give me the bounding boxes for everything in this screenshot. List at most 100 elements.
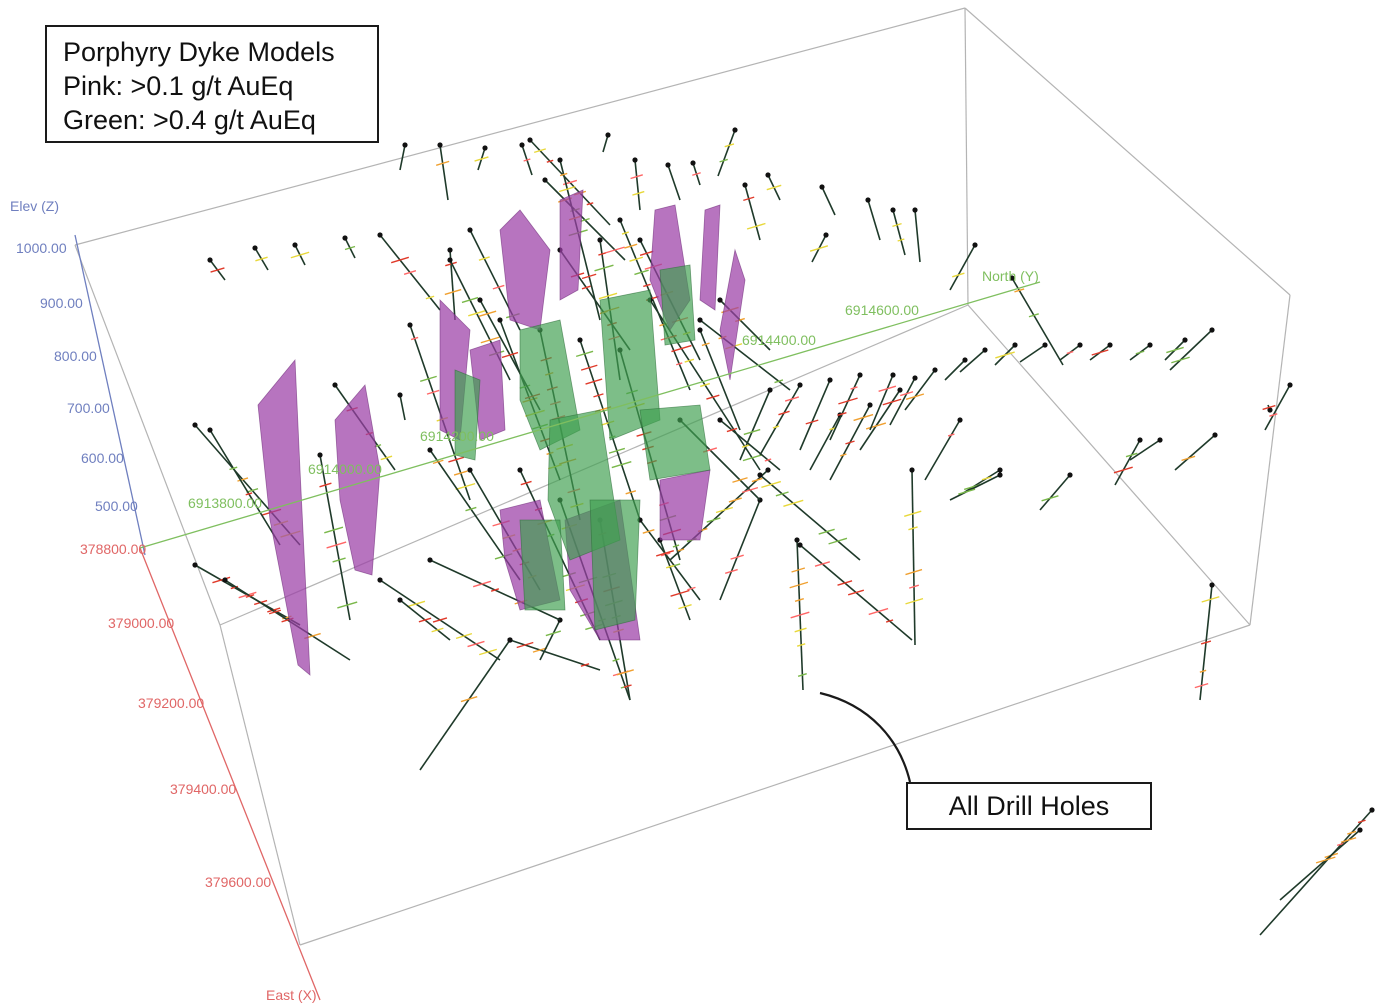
drill-hole xyxy=(377,232,441,311)
elevation-tick: 700.00 xyxy=(67,400,110,416)
elevation-tick: 600.00 xyxy=(81,450,124,466)
legend-box: Porphyry Dyke Models Pink: >0.1 g/t AuEq… xyxy=(45,25,379,143)
drill-hole xyxy=(904,467,924,646)
drill-hole xyxy=(542,177,626,261)
drill-hole xyxy=(944,357,968,381)
drill-hole xyxy=(1279,827,1363,901)
drill-hole xyxy=(739,387,773,461)
drill-hole xyxy=(435,142,450,201)
drill-hole xyxy=(719,497,763,601)
drill-hole xyxy=(959,467,1003,496)
drill-hole xyxy=(1039,472,1073,511)
drill-hole xyxy=(949,242,978,291)
drill-hole xyxy=(1089,342,1113,361)
drill-hole xyxy=(1164,337,1188,361)
east-axis-title: East (X) xyxy=(266,987,317,1003)
drill-hole xyxy=(959,347,988,373)
drill-hole xyxy=(742,182,766,241)
elevation-tick: 500.00 xyxy=(95,498,138,514)
elevation-tick: 1000.00 xyxy=(16,240,67,256)
drill-hole xyxy=(890,207,906,256)
north-axis-title: North (Y) xyxy=(982,268,1039,284)
drill-hole xyxy=(1169,327,1215,371)
drill-hole xyxy=(1264,382,1293,431)
drill-hole xyxy=(757,472,861,561)
legend-pink-entry: Pink: >0.1 g/t AuEq xyxy=(63,71,294,101)
drill-hole xyxy=(602,132,611,153)
elevation-axis-line xyxy=(74,234,146,556)
drill-hole xyxy=(474,145,489,171)
drill-hole xyxy=(869,372,897,431)
drill-hole xyxy=(507,637,601,671)
north-tick: 6914200.00 xyxy=(420,428,494,444)
drill-hole xyxy=(759,382,803,456)
drill-hole xyxy=(1194,582,1220,701)
drill-hole xyxy=(859,387,903,451)
drill-hole xyxy=(342,235,356,259)
drill-hole xyxy=(1129,342,1153,361)
drill-hole xyxy=(690,160,701,186)
drill-hole xyxy=(924,417,963,481)
drill-hole xyxy=(797,542,913,641)
drill-hole xyxy=(419,637,513,771)
drill-hole xyxy=(519,142,533,176)
pink-dyke-model xyxy=(559,189,584,301)
green-dyke-model xyxy=(454,369,481,461)
east-axis-line xyxy=(139,547,321,1001)
axes xyxy=(74,234,1041,1001)
drill-hole xyxy=(809,232,829,263)
east-tick: 379400.00 xyxy=(170,781,236,797)
drill-hole xyxy=(399,142,408,171)
pink-dyke-model xyxy=(334,384,381,576)
elevation-tick: 900.00 xyxy=(40,295,83,311)
drill-hole xyxy=(377,577,501,661)
drill-hole xyxy=(1259,807,1375,936)
drill-hole xyxy=(1009,275,1064,366)
drill-hole xyxy=(665,162,681,201)
drill-hole xyxy=(1129,437,1163,461)
callout-leader-line xyxy=(819,691,912,783)
east-tick: 379000.00 xyxy=(108,615,174,631)
elevation-tick: 800.00 xyxy=(54,348,97,364)
elevation-axis-title: Elev (Z) xyxy=(10,198,59,214)
drill-hole xyxy=(799,377,833,451)
drill-hole xyxy=(819,184,836,216)
east-tick: 378800.00 xyxy=(80,541,146,557)
drill-hole xyxy=(765,172,782,201)
green-dyke-model xyxy=(639,404,711,481)
north-tick: 6914400.00 xyxy=(742,332,816,348)
drill-hole xyxy=(949,472,1003,501)
drill-hole xyxy=(789,537,810,691)
drill-hole xyxy=(1019,342,1048,363)
pink-dyke-model xyxy=(499,209,551,331)
drill-hole xyxy=(994,342,1018,366)
drill-hole xyxy=(252,245,269,271)
drill-hole xyxy=(317,452,358,621)
legend-title: Porphyry Dyke Models xyxy=(63,37,335,67)
pink-dyke-model xyxy=(659,469,711,541)
drill-hole xyxy=(630,157,645,211)
drill-hole xyxy=(697,327,741,431)
drill-hole xyxy=(912,207,921,263)
drill-hole xyxy=(1113,437,1143,486)
drill-hole xyxy=(829,402,874,481)
drill-hole xyxy=(207,257,226,281)
drill-hole xyxy=(889,375,918,426)
drill-hole xyxy=(397,392,406,421)
drill-hole xyxy=(1059,342,1083,361)
drill-hole xyxy=(904,367,938,411)
drill-hole xyxy=(397,597,451,641)
pink-dyke-model xyxy=(257,358,311,676)
drill-hole xyxy=(717,417,781,471)
all-drill-holes-callout: All Drill Holes xyxy=(906,782,1152,830)
drill-hole xyxy=(717,127,738,177)
green-dyke-model xyxy=(659,264,696,346)
legend-green-entry: Green: >0.4 g/t AuEq xyxy=(63,105,316,135)
green-dyke-model xyxy=(519,519,566,611)
drill-hole xyxy=(1262,404,1276,413)
pink-dyke-model xyxy=(699,204,721,311)
east-tick: 379200.00 xyxy=(138,695,204,711)
dyke-models xyxy=(257,189,746,676)
drill-hole xyxy=(290,242,310,266)
